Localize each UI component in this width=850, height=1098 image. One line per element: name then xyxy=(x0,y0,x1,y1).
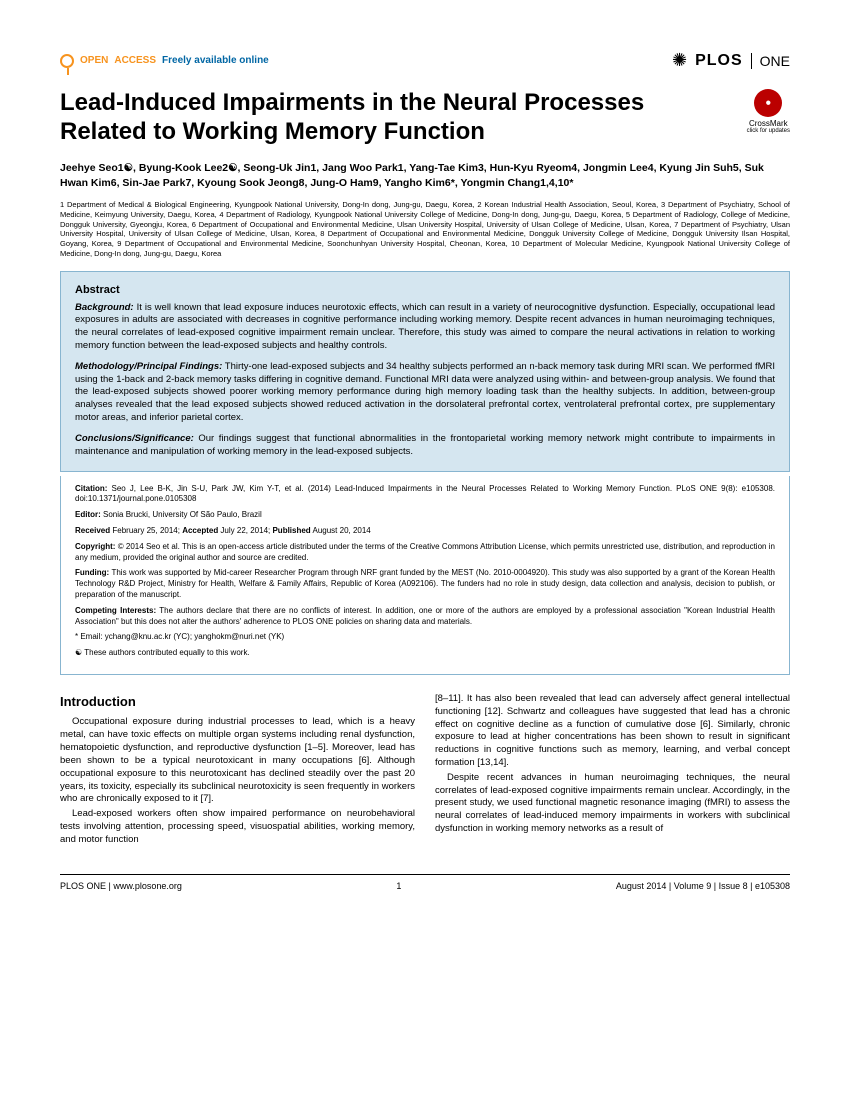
abstract-methods: Methodology/Principal Findings: Thirty-o… xyxy=(75,361,775,425)
footer-right: August 2014 | Volume 9 | Issue 8 | e1053… xyxy=(616,881,790,891)
intro-heading: Introduction xyxy=(60,693,415,711)
plos-one-text: ONE xyxy=(760,53,790,69)
plos-logo: ✺ PLOS ONE xyxy=(672,50,790,71)
abstract-conclusions: Conclusions/Significance: Our findings s… xyxy=(75,433,775,459)
footer-page: 1 xyxy=(396,881,401,891)
crossmark-sub: click for updates xyxy=(747,128,790,134)
crossmark-icon xyxy=(754,89,782,117)
page-footer: PLOS ONE | www.plosone.org 1 August 2014… xyxy=(60,874,790,891)
abstract-heading: Abstract xyxy=(75,284,775,296)
meta-copyright: Copyright: © 2014 Seo et al. This is an … xyxy=(75,542,775,564)
article-title: Lead-Induced Impairments in the Neural P… xyxy=(60,89,727,147)
meta-competing: Competing Interests: The authors declare… xyxy=(75,606,775,628)
intro-p4: Despite recent advances in human neuroim… xyxy=(435,772,790,836)
plos-text: PLOS xyxy=(695,52,743,70)
crossmark-label: CrossMark xyxy=(747,119,790,128)
column-right: [8–11]. It has also been revealed that l… xyxy=(435,693,790,849)
meta-email: * Email: ychang@knu.ac.kr (YC); yanghokm… xyxy=(75,632,775,643)
open-access-icon xyxy=(60,54,74,68)
intro-p1: Occupational exposure during industrial … xyxy=(60,716,415,806)
affiliations: 1 Department of Medical & Biological Eng… xyxy=(60,200,790,259)
header-bar: OPEN ACCESS Freely available online ✺ PL… xyxy=(60,50,790,71)
open-access-badge: OPEN ACCESS Freely available online xyxy=(60,54,269,68)
intro-p3: [8–11]. It has also been revealed that l… xyxy=(435,693,790,770)
plos-icon: ✺ xyxy=(672,50,687,71)
abstract-box: Abstract Background: It is well known th… xyxy=(60,271,790,472)
meta-equal: ☯ These authors contributed equally to t… xyxy=(75,648,775,659)
meta-dates: Received February 25, 2014; Accepted Jul… xyxy=(75,526,775,537)
meta-citation: Citation: Seo J, Lee B-K, Jin S-U, Park … xyxy=(75,484,775,506)
crossmark-badge[interactable]: CrossMark click for updates xyxy=(747,89,790,134)
oa-freely: Freely available online xyxy=(162,55,269,66)
authors-list: Jeehye Seo1☯, Byung-Kook Lee2☯, Seong-Uk… xyxy=(60,161,790,193)
meta-funding: Funding: This work was supported by Mid-… xyxy=(75,568,775,600)
introduction-section: Introduction Occupational exposure durin… xyxy=(60,693,790,849)
oa-access: ACCESS xyxy=(114,55,156,66)
abstract-background: Background: It is well known that lead e… xyxy=(75,302,775,353)
column-left: Introduction Occupational exposure durin… xyxy=(60,693,415,849)
meta-box: Citation: Seo J, Lee B-K, Jin S-U, Park … xyxy=(60,476,790,675)
oa-open: OPEN xyxy=(80,55,108,66)
meta-editor: Editor: Sonia Brucki, University Of São … xyxy=(75,510,775,521)
footer-left: PLOS ONE | www.plosone.org xyxy=(60,881,182,891)
intro-p2: Lead-exposed workers often show impaired… xyxy=(60,808,415,846)
